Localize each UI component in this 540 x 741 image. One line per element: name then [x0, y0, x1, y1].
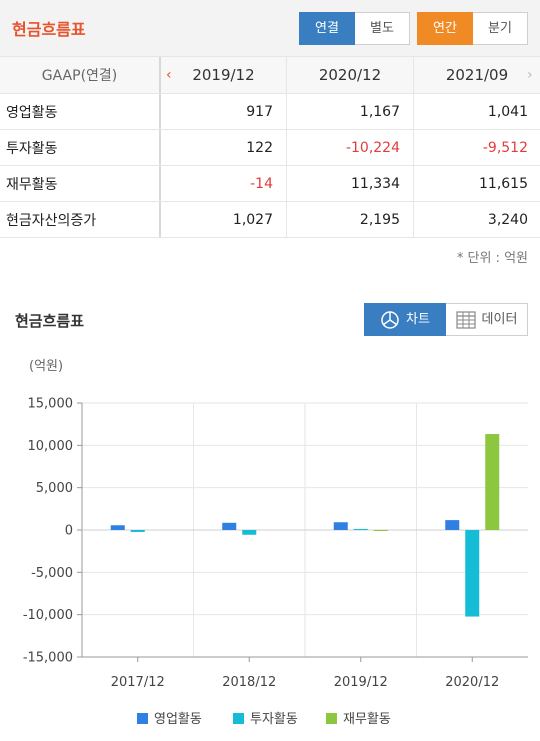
bar [242, 530, 257, 535]
chart-view-label: 차트 [406, 312, 430, 327]
period-toggle: 연간 분기 [417, 12, 528, 45]
y-tick-label: -10,000 [23, 608, 73, 623]
table-cell: -14 [161, 166, 287, 201]
table-cell: 11,334 [287, 166, 414, 201]
data-view-label: 데이터 [481, 312, 518, 327]
cashflow-chart: (억원) 15,000 10,000 5,000 0 -5,000 -10,000 -15,0… [0, 350, 540, 741]
table-cell: 122 [161, 130, 287, 165]
y-tick-label: 15,000 [28, 397, 74, 412]
bar-chart: (억원) 15,000 10,000 5,000 0 -5,000 -10,000 -15,0… [23, 359, 528, 727]
y-tick-label: -5,000 [31, 566, 73, 581]
legend-swatch [233, 713, 244, 724]
row-label: 현금자산의증가 [0, 202, 161, 237]
top-header: 현금흐름표 연결 별도 연간 분기 [0, 0, 540, 56]
column-header: 2021/09 [445, 66, 509, 84]
bar [110, 525, 125, 530]
row-label: 투자활동 [0, 130, 161, 165]
bar [373, 530, 388, 531]
legend-label: 영업활동 [154, 712, 202, 727]
table-cell: -10,224 [287, 130, 414, 165]
bar [485, 434, 500, 530]
unit-note: * 단위 : 억원 [456, 251, 528, 266]
table-cell: 11,615 [479, 175, 528, 192]
page-title: 현금흐름표 [12, 20, 86, 39]
table-grid-icon [455, 310, 476, 329]
y-tick-label: 10,000 [28, 439, 74, 454]
prev-period-arrow-icon[interactable]: ‹ [166, 67, 172, 83]
view-toggle: 차트 데이터 [364, 303, 528, 336]
table-row: 투자활동 122 -10,224 -9,512 [0, 130, 540, 166]
legend-swatch [137, 713, 148, 724]
next-period-arrow-icon[interactable]: › [527, 67, 533, 83]
table-cell: 3,240 [487, 211, 528, 228]
bar [465, 530, 480, 617]
bar [333, 522, 348, 530]
x-tick-label: 2018/12 [222, 675, 276, 690]
table-cell: 1,167 [287, 94, 414, 129]
table-row: 재무활동 -14 11,334 11,615 [0, 166, 540, 202]
y-unit-label: (억원) [29, 359, 63, 374]
row-label: 재무활동 [0, 166, 161, 201]
quarterly-button[interactable]: 분기 [473, 12, 528, 45]
data-view-button[interactable]: 데이터 [446, 303, 528, 336]
x-tick-label: 2020/12 [445, 675, 499, 690]
annual-button[interactable]: 연간 [417, 12, 473, 45]
table-cell: 1,027 [161, 202, 287, 237]
bar [353, 528, 368, 530]
y-tick-label: -15,000 [23, 651, 73, 666]
row-label: 영업활동 [0, 94, 161, 129]
table-cell: 917 [161, 94, 287, 129]
legend-label: 투자활동 [250, 712, 298, 727]
table-row: 현금자산의증가 1,027 2,195 3,240 [0, 202, 540, 238]
table-cell: 1,041 [487, 103, 528, 120]
table-cell: 2,195 [287, 202, 414, 237]
pie-chart-icon [380, 310, 400, 330]
consolidated-button[interactable]: 연결 [299, 12, 355, 45]
table-cell: -9,512 [482, 139, 528, 156]
x-tick-label: 2017/12 [111, 675, 165, 690]
chart-view-button[interactable]: 차트 [364, 303, 446, 336]
chart-section-title: 현금흐름표 [15, 312, 85, 330]
bar [222, 522, 237, 530]
y-tick-label: 0 [65, 524, 73, 539]
table-header-row: GAAP(연결) 2019/12 2020/12 2021/09 ‹ › [0, 56, 540, 94]
table-header-label: GAAP(연결) [0, 57, 161, 93]
x-tick-label: 2019/12 [334, 675, 388, 690]
table-row: 영업활동 917 1,167 1,041 [0, 94, 540, 130]
bar [445, 520, 460, 530]
bar [130, 530, 145, 532]
separate-button[interactable]: 별도 [355, 12, 410, 45]
column-header: 2019/12 [161, 57, 287, 93]
column-header: 2020/12 [287, 57, 414, 93]
consolidation-toggle: 연결 별도 [299, 12, 410, 45]
y-tick-label: 5,000 [36, 481, 73, 496]
legend-swatch [326, 713, 337, 724]
legend-label: 재무활동 [343, 712, 391, 727]
